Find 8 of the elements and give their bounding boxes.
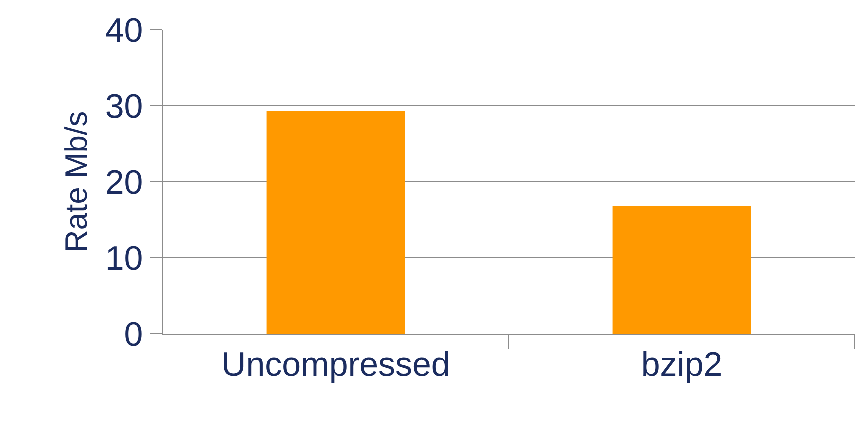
x-tick-label: Uncompressed	[222, 346, 450, 384]
y-tick-label: 0	[124, 316, 144, 354]
y-axis-title: Rate Mb/s	[59, 111, 94, 253]
y-tick-label: 40	[105, 12, 144, 50]
x-tick-label: bzip2	[641, 346, 723, 384]
y-tick-label: 30	[105, 88, 144, 126]
y-tick-label: 10	[105, 240, 144, 278]
y-tick-label: 20	[105, 164, 144, 202]
